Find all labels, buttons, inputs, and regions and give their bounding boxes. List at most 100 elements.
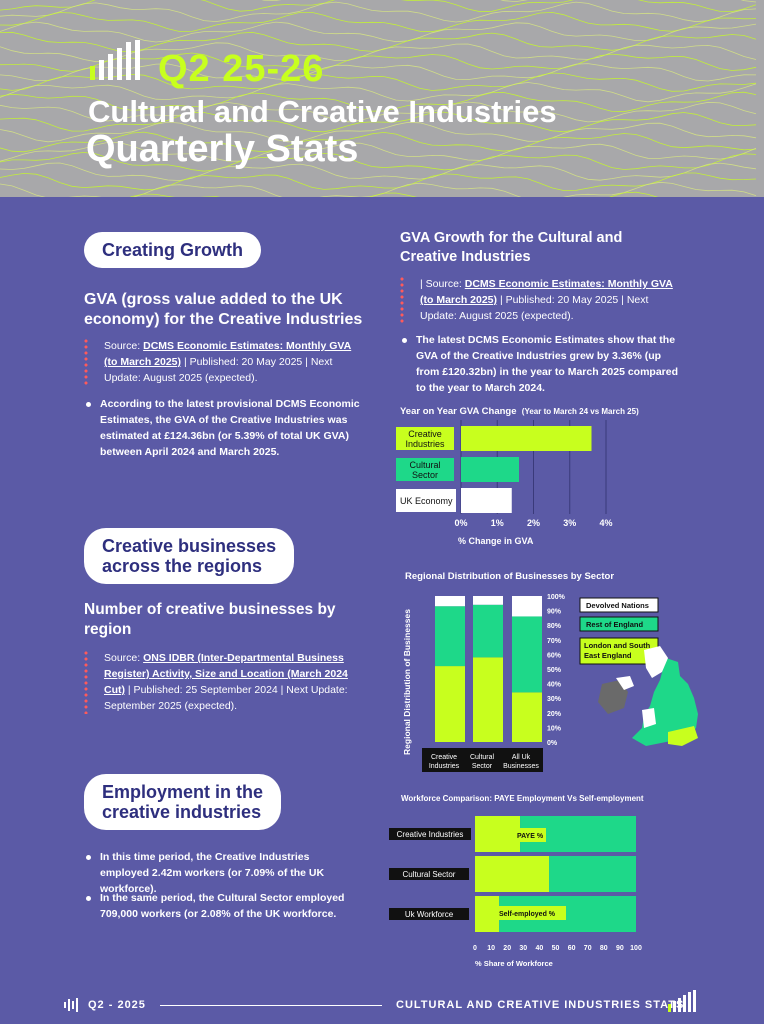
bar-chart-logo-icon xyxy=(90,40,140,80)
stacked-bar-segment xyxy=(512,616,542,693)
bar xyxy=(461,457,519,482)
x-tick-label: 100 xyxy=(630,945,642,952)
x-tick-label: 40 xyxy=(536,945,544,952)
employment-bullet-1: In this time period, the Creative Indust… xyxy=(84,849,354,897)
x-tick-label: 4% xyxy=(599,518,612,528)
page-title-line1: Cultural and Creative Industries xyxy=(88,94,557,129)
category-label-bg xyxy=(460,748,504,772)
annotation-bg xyxy=(514,828,546,842)
uk-map-northern-ireland xyxy=(616,676,634,690)
x-tick-label: 70 xyxy=(584,945,592,952)
gva-bullet: According to the latest provisional DCMS… xyxy=(84,396,364,460)
x-tick-label: 90 xyxy=(616,945,624,952)
stacked-bar-segment xyxy=(435,606,465,667)
category-label-bg xyxy=(389,828,471,840)
y-tick-label: 50% xyxy=(547,667,562,674)
wave-line xyxy=(129,191,659,197)
yoy-chart-title: Year on Year GVA Change (Year to March 2… xyxy=(400,406,639,417)
category-label: Uk Workforce xyxy=(405,910,454,919)
legend-swatch xyxy=(579,597,659,613)
stacked-bar-segment xyxy=(475,816,521,852)
regional-chart-title: Regional Distribution of Businesses by S… xyxy=(405,571,615,582)
y-tick-label: 70% xyxy=(547,638,562,645)
creating-growth-pill: Creating Growth xyxy=(84,232,262,268)
uk-map-south-east xyxy=(668,726,698,746)
regional-distribution-chart: Regional Distribution of Businesses 0% 10%… xyxy=(402,594,698,772)
wave-line xyxy=(0,1,757,23)
stacked-bar-segment xyxy=(473,596,503,605)
stacked-bar-segment xyxy=(512,692,542,742)
wave-line xyxy=(0,131,757,153)
legend-label: London and South xyxy=(584,641,651,650)
y-tick-label: 80% xyxy=(547,623,562,630)
category-label-bg xyxy=(396,458,454,481)
category-label: UK Economy xyxy=(400,496,453,506)
stacked-bar-segment xyxy=(475,856,550,892)
footer-title: CULTURAL AND CREATIVE INDUSTRIES STATS xyxy=(396,999,685,1011)
workforce-chart-title: Workforce Comparison: PAYE Employment Vs… xyxy=(401,794,644,803)
y-tick-label: 10% xyxy=(547,725,562,732)
wave-line xyxy=(0,111,757,133)
footer-quarter: Q2 - 2025 xyxy=(88,999,146,1011)
x-tick-label: 30 xyxy=(519,945,527,952)
gva-source-link[interactable]: DCMS Economic Estimates: Monthly GVA (to… xyxy=(104,340,352,368)
stacked-bar-segment xyxy=(512,596,542,617)
gva-growth-heading: GVA Growth for the Cultural and Creative… xyxy=(400,230,623,265)
y-tick-label: 30% xyxy=(547,696,562,703)
regions-source: Source: ONS IDBR (Inter-Departmental Bus… xyxy=(84,650,364,714)
regions-heading: Number of creative businesses by region xyxy=(84,601,336,638)
category-label-bg xyxy=(499,748,543,772)
wave-line xyxy=(0,11,757,33)
x-tick-label: 0 xyxy=(473,945,477,952)
employment-pill: Employment in the creative industries xyxy=(84,774,282,830)
category-label-bg xyxy=(396,427,454,450)
gva-heading: GVA (gross value added to the UK economy… xyxy=(84,291,363,328)
category-label: Cultural xyxy=(470,754,495,761)
x-tick-label: 1% xyxy=(491,518,504,528)
regions-pill: Creative businesses across the regions xyxy=(84,528,295,584)
stacked-bar-segment xyxy=(473,604,503,658)
wave-line xyxy=(0,121,757,143)
stacked-bar-segment xyxy=(435,596,465,607)
category-label: Creative Industries xyxy=(397,830,464,839)
x-tick-label: 3% xyxy=(563,518,576,528)
category-label: Businesses xyxy=(503,763,539,770)
wave-line xyxy=(0,151,757,172)
category-label-bg xyxy=(396,489,456,512)
x-axis-label: % Share of Workforce xyxy=(475,959,553,968)
gva-growth-bullet: The latest DCMS Economic Estimates show … xyxy=(400,332,680,396)
wave-line xyxy=(0,101,757,123)
x-tick-label: 50 xyxy=(552,945,560,952)
x-tick-label: 20 xyxy=(503,945,511,952)
y-tick-label: 90% xyxy=(547,609,562,616)
wave-line xyxy=(0,91,757,113)
regions-source-link[interactable]: ONS IDBR (Inter-Departmental Business Re… xyxy=(104,652,348,696)
uk-map-ireland xyxy=(598,680,628,714)
y-tick-label: 100% xyxy=(547,594,566,601)
footer: Q2 - 2025 CULTURAL AND CREATIVE INDUSTRI… xyxy=(0,984,764,1024)
workforce-comparison-chart: Creative Industries Cultural Sector Uk Wor… xyxy=(389,816,642,968)
y-tick-label: 40% xyxy=(547,682,562,689)
wave-line xyxy=(0,141,757,162)
category-label: Industries xyxy=(429,763,460,770)
gva-growth-source-link[interactable]: DCMS Economic Estimates: Monthly GVA (to… xyxy=(420,278,673,306)
y-tick-label: 60% xyxy=(547,652,562,659)
legend-label: East England xyxy=(584,651,632,660)
legend-label: Devolved Nations xyxy=(586,601,649,610)
category-label: Industries xyxy=(405,439,445,449)
x-tick-label: 60 xyxy=(568,945,576,952)
footer-divider xyxy=(160,1005,382,1006)
stacked-bar-segment xyxy=(435,666,465,742)
category-label-bg xyxy=(389,908,469,920)
quarter-label: Q2 25-26 xyxy=(158,48,325,90)
gva-growth-source: | Source: DCMS Economic Estimates: Month… xyxy=(400,276,680,324)
wave-line xyxy=(0,82,757,103)
bar-chart-logo-small-icon xyxy=(668,990,696,1012)
page-title-line2: Quarterly Stats xyxy=(86,128,359,170)
gva-source: Source: DCMS Economic Estimates: Monthly… xyxy=(84,338,364,386)
x-tick-label: 0% xyxy=(454,518,467,528)
category-label: All Uk xyxy=(512,754,531,761)
x-tick-label: 10 xyxy=(487,945,495,952)
x-tick-label: 80 xyxy=(600,945,608,952)
